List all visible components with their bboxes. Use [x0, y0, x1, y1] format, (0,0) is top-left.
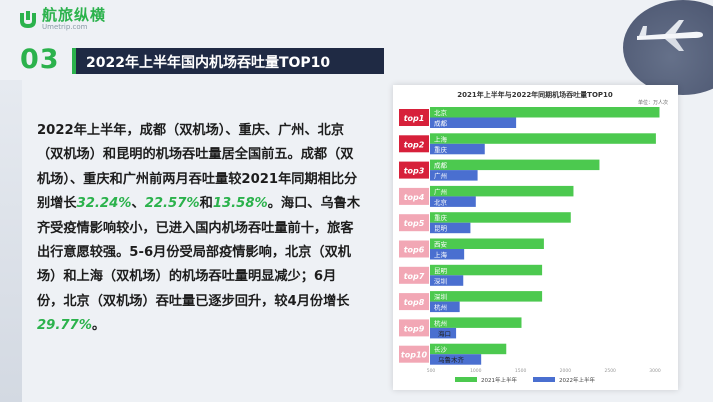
bar-2021	[430, 317, 522, 328]
x-tick-label: 1000	[470, 368, 482, 374]
rank-label: top8	[404, 298, 425, 307]
highlight-percentage: 13.58%	[212, 196, 268, 212]
bar-2022-label: 北京	[434, 197, 448, 206]
title-bar: 2022年上半年国内机场吞吐量TOP10	[72, 48, 384, 74]
rank-badge	[399, 161, 429, 179]
umetrip-logo-icon	[20, 10, 36, 28]
rank-label: top10	[401, 351, 428, 360]
legend-label-2022: 2022年上半年	[559, 376, 595, 384]
bar-2021-label: 广州	[434, 187, 447, 196]
body-text-segment: 。海口、乌鲁木齐受疫情影响较小，已进入国内机场吞吐量前十，旅客出行意愿较强。5-…	[37, 196, 361, 309]
rank-label: top7	[404, 272, 425, 281]
rank-label: top1	[404, 114, 425, 123]
bar-2021-label: 杭州	[434, 318, 447, 327]
side-strip	[0, 80, 22, 402]
bar-2021	[430, 343, 507, 355]
logo-text: 航旅纵横	[42, 6, 107, 24]
bar-2021	[430, 238, 544, 249]
bar-2022	[430, 117, 517, 128]
highlight-percentage: 29.77%	[37, 318, 92, 334]
bar-2021	[430, 264, 543, 276]
rank-label: top5	[404, 219, 425, 228]
bar-2022	[430, 143, 485, 155]
bar-2021-label: 长沙	[434, 345, 448, 354]
page-title: 2022年上半年国内机场吞吐量TOP10	[86, 55, 331, 71]
bar-2022-label: 重庆	[434, 145, 448, 154]
airplane-icon	[637, 20, 703, 51]
highlight-percentage: 32.24%	[76, 196, 132, 212]
bar-2022-label: 成都	[434, 119, 448, 128]
body-text-segment: 、	[131, 196, 145, 212]
rank-badge	[399, 266, 429, 284]
bar-2022	[430, 327, 457, 339]
bar-2021-label: 深圳	[434, 292, 447, 301]
bar-2022	[430, 354, 482, 365]
bar-2021	[430, 107, 660, 118]
bar-2021	[430, 185, 574, 197]
rank-label: top6	[404, 246, 425, 255]
x-tick-label: 500	[427, 368, 436, 374]
section-number: 03	[20, 44, 60, 75]
chart-unit: 单位：万人次	[638, 99, 668, 106]
rank-badge	[399, 293, 429, 311]
rank-badge	[399, 345, 429, 363]
chart-title: 2021年上半年与2022年同期机场吞吐量TOP10	[457, 90, 613, 99]
x-tick-label: 1500	[515, 368, 527, 374]
rank-badge	[399, 319, 429, 337]
bar-2021-label: 重庆	[434, 213, 448, 222]
bar-2021-label: 成都	[434, 161, 448, 170]
bar-2021	[430, 159, 600, 171]
x-tick-label: 2000	[560, 368, 572, 374]
rank-label: top9	[404, 324, 425, 333]
bar-2021	[430, 133, 656, 144]
bar-chart: 2021年上半年与2022年同期机场吞吐量TOP10单位：万人次top1北京成都…	[399, 90, 668, 384]
body-paragraph: 2022年上半年，成都（双机场）、重庆、广州、北京（双机场）和昆明的机场吞吐量居…	[37, 119, 362, 339]
highlight-percentage: 22.57%	[144, 196, 200, 212]
bar-2022	[430, 249, 465, 260]
legend-swatch-2022	[533, 377, 555, 382]
x-tick-label: 2500	[604, 368, 616, 374]
bar-2021	[430, 291, 543, 302]
bar-2022-label: 杭州	[434, 303, 447, 312]
bar-2022-label: 乌鲁木齐	[438, 355, 465, 364]
bar-2022	[430, 222, 471, 234]
bar-2021-label: 西安	[434, 240, 448, 249]
rank-badge	[399, 109, 429, 126]
bar-2022-label: 广州	[434, 171, 447, 180]
rank-label: top3	[404, 167, 425, 176]
rank-badge	[399, 135, 429, 153]
rank-label: top4	[404, 193, 425, 202]
bar-2022	[430, 196, 476, 207]
rank-badge	[399, 214, 429, 232]
bar-2022-label: 上海	[434, 250, 448, 259]
legend-label-2021: 2021年上半年	[481, 376, 517, 384]
bar-2022	[430, 301, 460, 313]
chart-card: 2021年上半年与2022年同期机场吞吐量TOP10 单位：万人次 top1 北京 成都…	[393, 85, 678, 390]
bar-2022-label: 深圳	[434, 276, 447, 285]
bar-2022-label: 昆明	[434, 225, 448, 233]
x-tick-label: 3000	[649, 368, 661, 374]
globe-graphic	[623, 0, 713, 95]
body-text-segment: 2022年上半年，成都（双机场）、重庆、广州、北京（双机场）和昆明的机场吞吐量居…	[37, 123, 358, 212]
logo: 航旅纵横 Umetrip.com	[18, 8, 106, 31]
body-text-segment: 和	[199, 196, 213, 212]
bar-2021-label: 上海	[434, 134, 448, 143]
rank-label: top2	[404, 140, 425, 149]
bar-2021	[430, 212, 571, 223]
rank-badge	[399, 187, 429, 205]
bar-2021-label: 昆明	[434, 267, 448, 275]
bar-2022	[430, 170, 478, 181]
logo-subtext: Umetrip.com	[42, 23, 88, 31]
rank-badge	[399, 240, 429, 258]
bar-2022-label: 海口	[438, 329, 451, 338]
legend-swatch-2021	[455, 377, 477, 382]
bar-2021-label: 北京	[434, 108, 448, 117]
bar-2022	[430, 275, 464, 286]
body-text-segment: 。	[91, 318, 106, 334]
